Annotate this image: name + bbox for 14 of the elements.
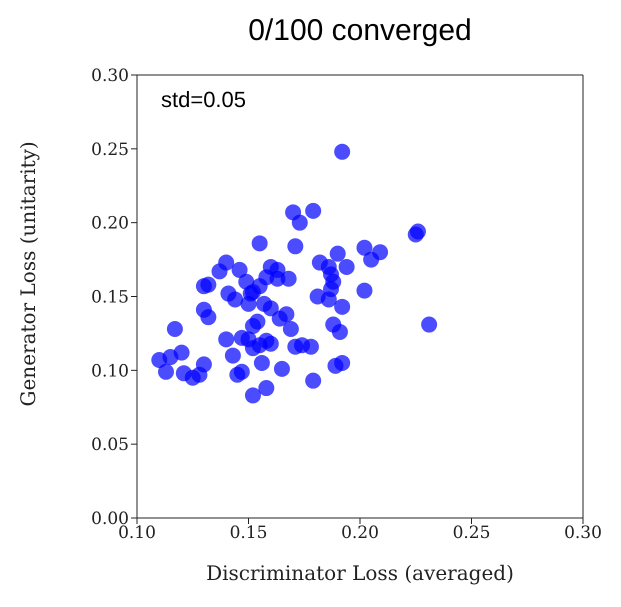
y-tick-label: 0.25 <box>91 140 129 160</box>
x-tick-label: 0.25 <box>452 523 490 544</box>
y-axis-title: Generator Loss (unitarity) <box>16 141 40 406</box>
x-tick-label: 0.30 <box>564 523 602 544</box>
y-tick-label: 0.30 <box>91 66 129 86</box>
y-tick-label: 0.15 <box>91 288 129 308</box>
x-tick-label: 0.20 <box>341 523 379 544</box>
y-tick-label: 0.05 <box>91 435 129 456</box>
x-tick-label: 0.15 <box>230 523 268 544</box>
x-axis-title: Discriminator Loss (averaged) <box>206 561 514 585</box>
y-tick-label: 0.20 <box>91 214 129 234</box>
y-tick-label: 0.10 <box>91 361 129 382</box>
chart-title: 0/100 converged <box>247 14 473 48</box>
annotation: std=0.05 <box>161 87 246 113</box>
